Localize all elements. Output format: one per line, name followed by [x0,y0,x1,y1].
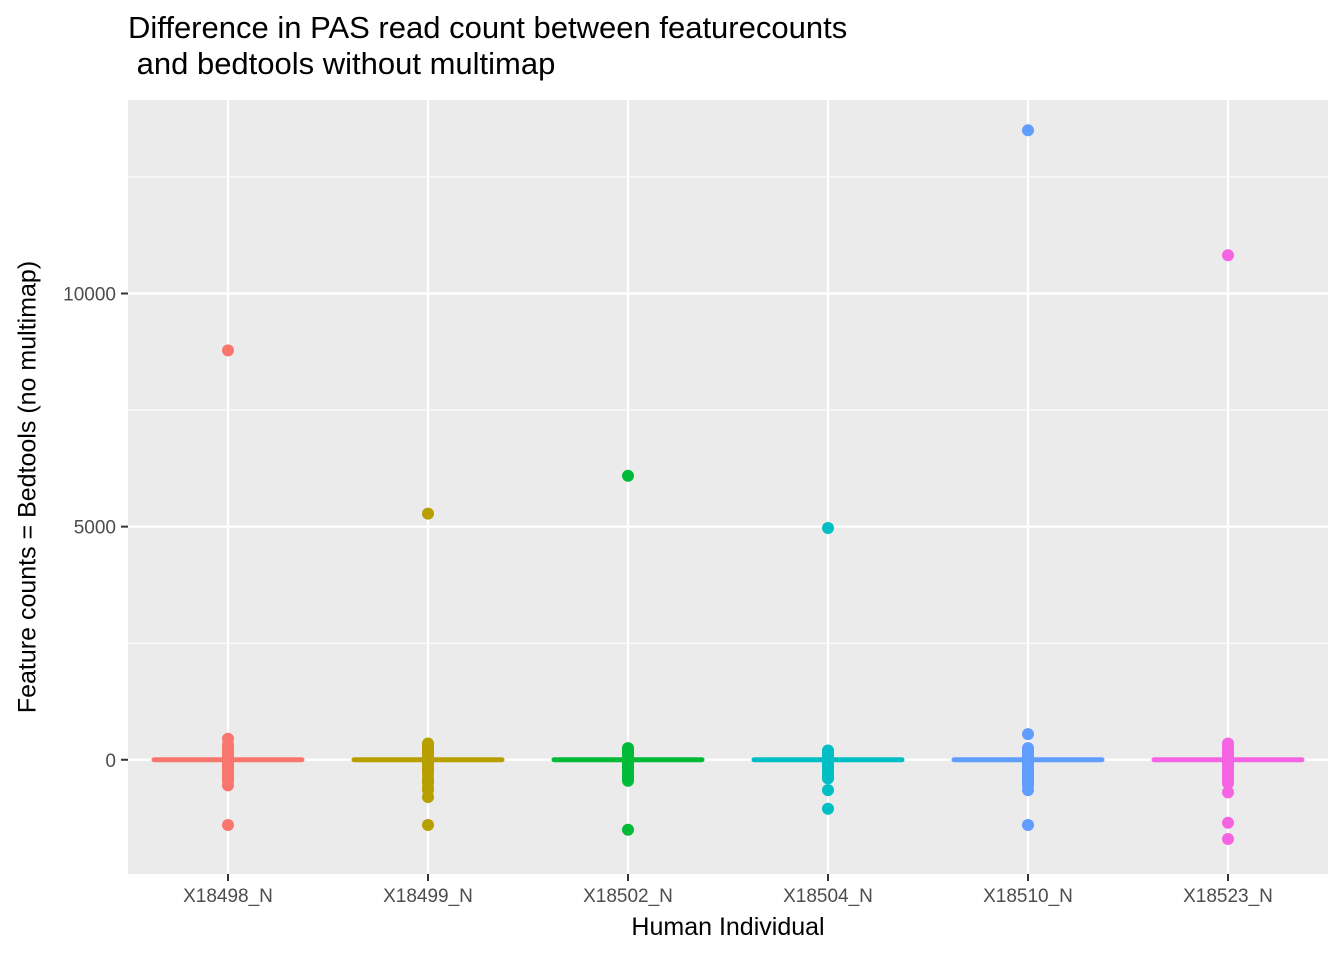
y-tick-label: 0 [105,751,116,772]
data-point [422,507,434,520]
data-marks [151,124,1305,846]
data-point [622,823,634,836]
x-tick-label: X18499_N [383,886,473,907]
x-tick-label: X18523_N [1183,886,1273,907]
y-tick-label: 10000 [63,285,116,306]
data-point [822,784,834,797]
data-point [1022,728,1034,741]
x-tick-label: X18502_N [583,886,673,907]
y-tick-label: 5000 [74,518,116,539]
data-point [1022,784,1034,797]
data-point [222,819,234,832]
x-axis-label: Human Individual [631,913,825,941]
data-point [1222,816,1234,829]
x-tick-label: X18504_N [783,886,873,907]
axes: 0 5000 10000 X18498_N X18499_N X18502_N X18504… [63,285,1273,908]
data-point [1222,249,1234,262]
data-point [222,779,234,792]
plot-panel [128,100,1328,874]
data-point [422,791,434,804]
data-point [622,774,634,787]
x-tick-label: X18510_N [983,886,1073,907]
data-point [822,802,834,815]
data-point [622,469,634,482]
data-point [1022,124,1034,137]
data-point [1222,833,1234,846]
data-point [422,819,434,832]
chart-title: Difference in PAS read count between fea… [128,10,848,81]
data-point [1222,777,1234,790]
data-point [822,522,834,535]
minor-gridlines [128,176,1328,644]
data-point [1222,786,1234,799]
data-point [1022,819,1034,832]
data-point [222,344,234,357]
data-point [822,772,834,785]
x-tick-label: X18498_N [183,886,273,907]
